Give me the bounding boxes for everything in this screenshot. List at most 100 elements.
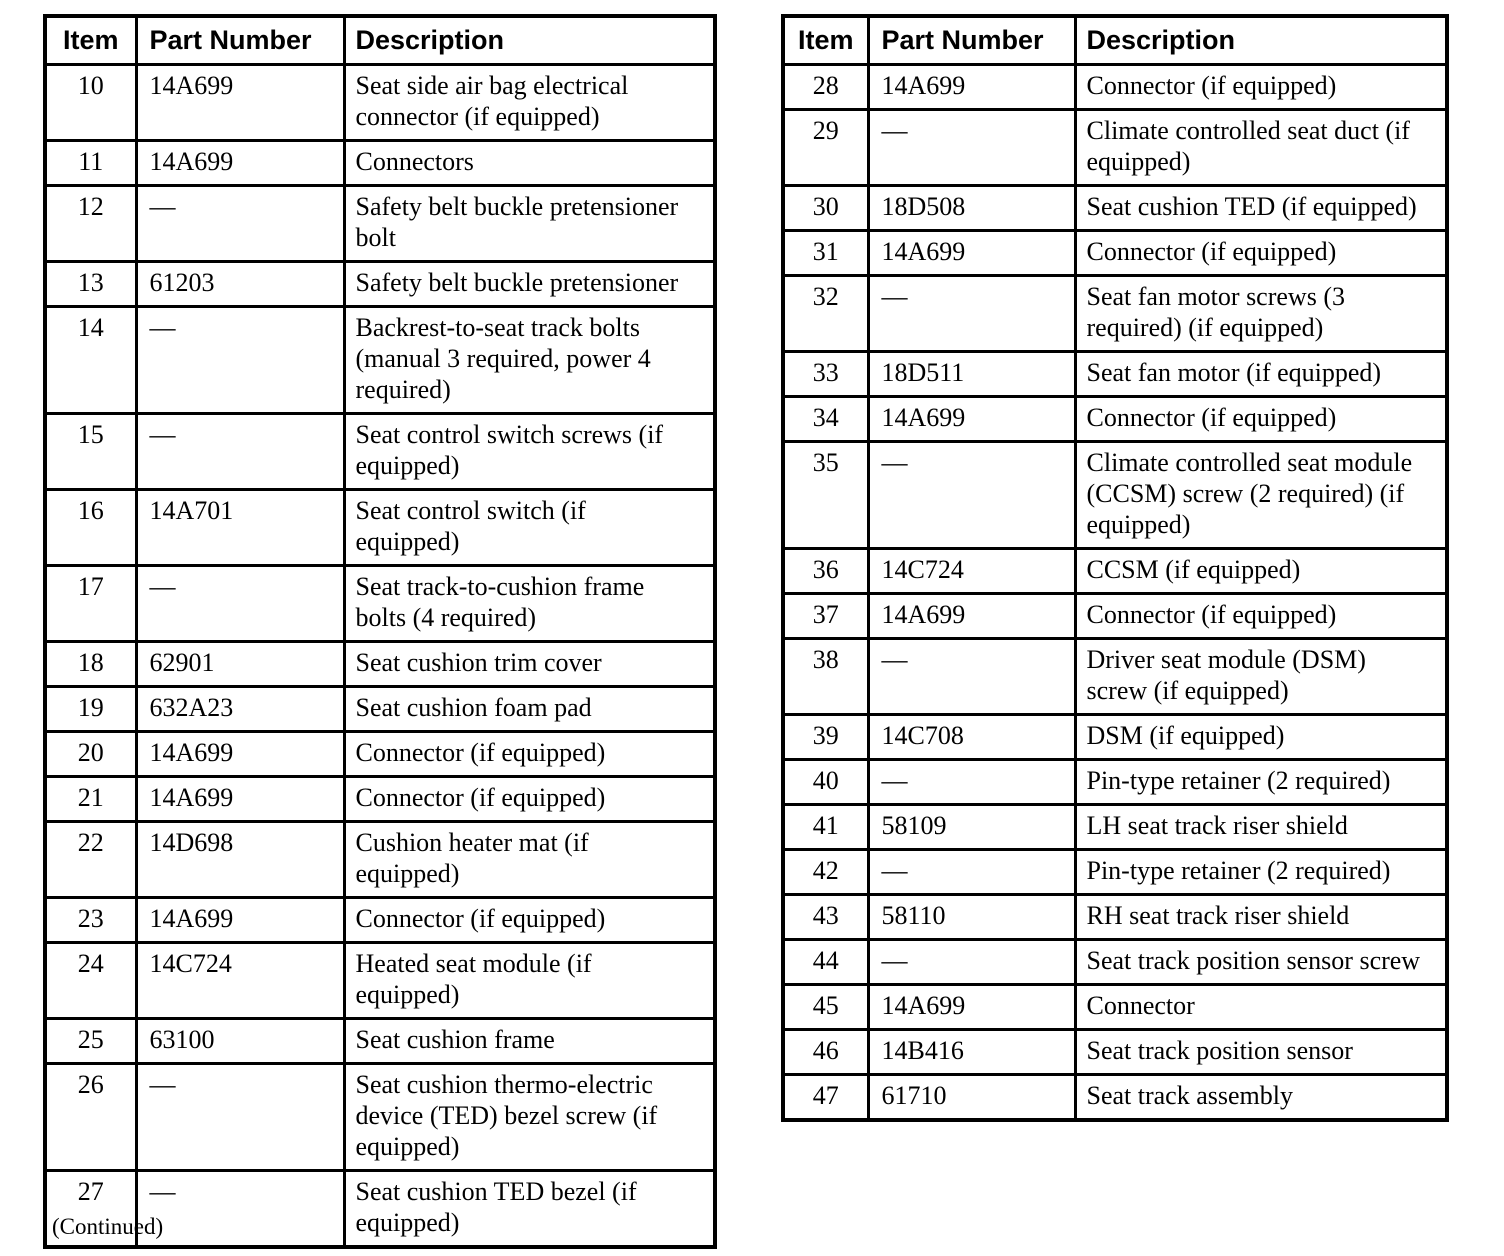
part-number-cell: — <box>134 564 346 643</box>
description-cell: Connector (if equipped) <box>1073 395 1449 443</box>
item-cell: 38 <box>781 637 870 716</box>
description-cell: Seat fan motor (if equipped) <box>1073 350 1449 398</box>
part-number-cell: 63100 <box>134 1017 346 1065</box>
item-cell: 42 <box>781 848 870 896</box>
table-row: 18 62901 Seat cushion trim cover <box>43 640 717 688</box>
part-number-cell: — <box>866 637 1077 716</box>
part-number-cell: 14A699 <box>134 139 346 187</box>
description-cell: Seat track assembly <box>1073 1073 1449 1122</box>
description-cell: Seat cushion foam pad <box>342 685 717 733</box>
description-cell: Seat cushion TED bezel (if equipped) <box>342 1169 717 1249</box>
description-cell: Connector (if equipped) <box>342 730 717 778</box>
column-header-item: Item <box>781 14 870 66</box>
part-number-cell: — <box>866 938 1077 986</box>
table-row: 30 18D508 Seat cushion TED (if equipped) <box>781 184 1449 232</box>
column-header-part-number: Part Number <box>134 14 346 66</box>
description-cell: RH seat track riser shield <box>1073 893 1449 941</box>
table-row: 22 14D698 Cushion heater mat (if equipped) <box>43 820 717 899</box>
table-row: 42— Pin-type retainer (2 required) <box>781 848 1449 896</box>
table-row: 23 14A699 Connector (if equipped) <box>43 896 717 944</box>
continued-label: (Continued) <box>52 1214 164 1239</box>
header-row: Item Part Number Description <box>781 14 1449 66</box>
table-row: 25 63100 Seat cushion frame <box>43 1017 717 1065</box>
part-number-cell: — <box>866 440 1077 550</box>
table-row: 38— Driver seat module (DSM) screw (if eq… <box>781 637 1449 716</box>
item-cell: 34 <box>781 395 870 443</box>
parts-table-right: Item Part Number Description 28 14A699 Conne… <box>781 14 1449 1122</box>
part-number-cell: 58109 <box>866 803 1077 851</box>
description-cell: Connector (if equipped) <box>342 896 717 944</box>
item-cell: 47 <box>781 1073 870 1122</box>
table-row: 17— Seat track-to-cushion frame bolts (4 … <box>43 564 717 643</box>
part-number-cell: 14A699 <box>866 229 1077 277</box>
part-number-cell: — <box>866 758 1077 806</box>
table-row: 12— Safety belt buckle pretensioner bolt <box>43 184 717 263</box>
table-row: 31 14A699 Connector (if equipped) <box>781 229 1449 277</box>
description-cell: Connector (if equipped) <box>1073 229 1449 277</box>
description-cell: Seat cushion frame <box>342 1017 717 1065</box>
description-cell: Seat cushion trim cover <box>342 640 717 688</box>
table-row: 14— Backrest-to-seat track bolts (manual … <box>43 305 717 415</box>
part-number-cell: 62901 <box>134 640 346 688</box>
item-cell: 23 <box>43 896 138 944</box>
description-cell: CCSM (if equipped) <box>1073 547 1449 595</box>
description-cell: Seat track-to-cushion frame bolts (4 req… <box>342 564 717 643</box>
part-number-cell: 14A699 <box>866 63 1077 111</box>
item-cell: 39 <box>781 713 870 761</box>
item-cell: 43 <box>781 893 870 941</box>
table-row: 29— Climate controlled seat duct (if equi… <box>781 108 1449 187</box>
part-number-cell: 14A699 <box>866 592 1077 640</box>
part-number-cell: — <box>134 412 346 491</box>
description-cell: Seat control switch (if equipped) <box>342 488 717 567</box>
item-cell: 28 <box>781 63 870 111</box>
part-number-cell: — <box>866 848 1077 896</box>
description-cell: Seat control switch screws (if equipped) <box>342 412 717 491</box>
description-cell: Connector (if equipped) <box>342 775 717 823</box>
description-cell: Pin-type retainer (2 required) <box>1073 758 1449 806</box>
item-cell: 37 <box>781 592 870 640</box>
table-row: 44— Seat track position sensor screw <box>781 938 1449 986</box>
table-row: 16 14A701 Seat control switch (if equipped… <box>43 488 717 567</box>
part-number-cell: — <box>134 184 346 263</box>
part-number-cell: 14A699 <box>134 896 346 944</box>
table-row: 21 14A699 Connector (if equipped) <box>43 775 717 823</box>
table-row: 35— Climate controlled seat module (CCSM)… <box>781 440 1449 550</box>
table-row: 28 14A699 Connector (if equipped) <box>781 63 1449 111</box>
header-row: Item Part Number Description <box>43 14 717 66</box>
item-cell: 20 <box>43 730 138 778</box>
description-cell: Heated seat module (if equipped) <box>342 941 717 1020</box>
description-cell: DSM (if equipped) <box>1073 713 1449 761</box>
part-number-cell: 14B416 <box>866 1028 1077 1076</box>
column-header-description: Description <box>342 14 717 66</box>
column-header-item: Item <box>43 14 138 66</box>
item-cell: 40 <box>781 758 870 806</box>
part-number-cell: 18D511 <box>866 350 1077 398</box>
table-row: 37 14A699 Connector (if equipped) <box>781 592 1449 640</box>
item-cell: 13 <box>43 260 138 308</box>
table-row: 27— Seat cushion TED bezel (if equipped) <box>43 1169 717 1249</box>
item-cell: 36 <box>781 547 870 595</box>
part-number-cell: — <box>134 305 346 415</box>
description-cell: Cushion heater mat (if equipped) <box>342 820 717 899</box>
item-cell: 27 <box>43 1169 138 1249</box>
item-cell: 41 <box>781 803 870 851</box>
table-row: 33 18D511 Seat fan motor (if equipped) <box>781 350 1449 398</box>
description-cell: Pin-type retainer (2 required) <box>1073 848 1449 896</box>
table-row: 36 14C724 CCSM (if equipped) <box>781 547 1449 595</box>
item-cell: 16 <box>43 488 138 567</box>
item-cell: 22 <box>43 820 138 899</box>
item-cell: 30 <box>781 184 870 232</box>
item-cell: 45 <box>781 983 870 1031</box>
item-cell: 19 <box>43 685 138 733</box>
table-row: 45 14A699 Connector <box>781 983 1449 1031</box>
description-cell: Connector (if equipped) <box>1073 592 1449 640</box>
part-number-cell: 61710 <box>866 1073 1077 1122</box>
table-row: 10 14A699 Seat side air bag electrical con… <box>43 63 717 142</box>
table-row: 20 14A699 Connector (if equipped) <box>43 730 717 778</box>
item-cell: 18 <box>43 640 138 688</box>
item-cell: 21 <box>43 775 138 823</box>
part-number-cell: 14A699 <box>866 395 1077 443</box>
part-number-cell: 61203 <box>134 260 346 308</box>
item-cell: 26 <box>43 1062 138 1172</box>
part-number-cell: 14A699 <box>134 63 346 142</box>
